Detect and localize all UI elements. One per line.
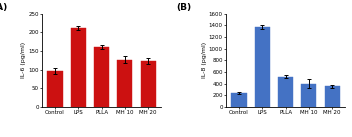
Text: (A): (A) [0, 2, 8, 12]
Bar [71, 28, 86, 107]
Bar [140, 61, 156, 107]
Bar [117, 60, 132, 107]
Bar [255, 27, 270, 107]
Bar [301, 84, 316, 107]
Bar [94, 47, 109, 107]
Y-axis label: IL-8 (pg/ml): IL-8 (pg/ml) [202, 42, 207, 78]
Y-axis label: IL-6 (pg/ml): IL-6 (pg/ml) [21, 42, 26, 78]
Bar [48, 72, 63, 107]
Bar [325, 86, 340, 107]
Bar [232, 93, 247, 107]
Text: (B): (B) [176, 2, 191, 12]
Bar [278, 77, 293, 107]
